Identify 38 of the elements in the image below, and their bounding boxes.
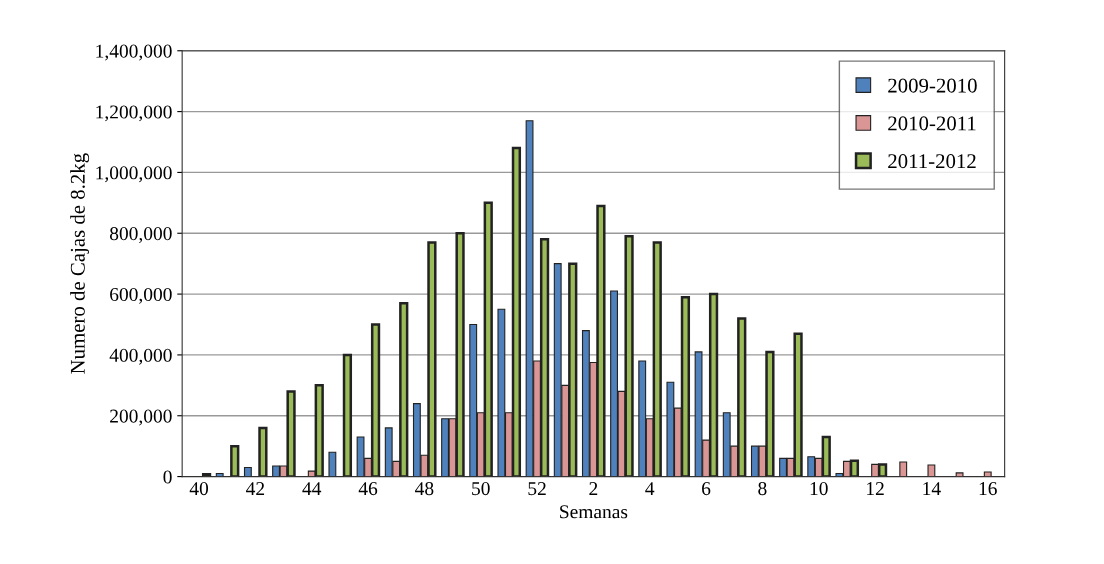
bar [955,472,964,477]
y-tick-label: 200,000 [110,409,172,426]
bar [983,471,992,477]
x-tick-label: 42 [246,482,265,495]
x-tick-label: 12 [867,482,884,495]
y-tick-label: 1,400,000 [96,44,172,61]
x-tick-label: 10 [810,482,828,496]
bar [243,466,252,477]
x-tick-label: 48 [415,482,434,496]
x-tick-label: 2 [589,482,598,495]
x-tick-label: 16 [979,482,997,496]
legend-label: 2009-2010 [888,78,977,93]
bar [258,426,268,477]
x-tick-label: 8 [758,482,767,496]
y-tick-label: 400,000 [109,348,172,365]
legend-label: 2010-2011 [888,116,976,131]
x-tick-label: 46 [358,482,378,496]
bar [342,353,353,477]
x-tick-label: 50 [472,482,490,496]
y-tick-label: 1,200,000 [96,105,172,122]
x-tick-label: 52 [528,482,546,496]
y-tick-label: 600,000 [110,287,172,304]
x-tick-label: 4 [645,482,655,495]
bar [899,461,908,477]
y-tick-label: 1,000,000 [96,166,172,183]
bar [328,451,337,477]
y-axis-title: Numero de Cajas de 8.2kg [70,153,90,374]
bar [927,464,936,477]
legend-label: 2011-2012 [888,154,976,169]
x-axis-title: Semanas [560,505,628,519]
x-tick-label: 40 [189,482,209,496]
x-tick-label: 44 [302,482,322,495]
y-tick-label: 0 [163,470,172,484]
x-tick-label: 14 [923,482,941,495]
x-tick-label: 6 [702,482,711,496]
y-tick-label: 800,000 [109,227,172,243]
bar [230,444,240,477]
bar [201,472,212,477]
